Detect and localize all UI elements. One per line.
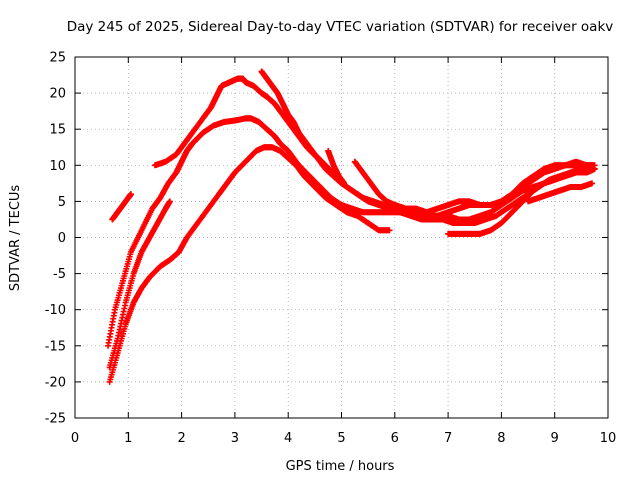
x-tick-label: 1 xyxy=(124,431,132,446)
series-trace-g xyxy=(325,147,348,187)
x-tick-label: 2 xyxy=(177,431,185,446)
data-marks xyxy=(105,68,598,385)
chart-title: Day 245 of 2025, Sidereal Day-to-day VTE… xyxy=(67,19,614,35)
x-tick-label: 8 xyxy=(497,431,505,446)
x-tick-label: 3 xyxy=(231,431,239,446)
x-axis-label: GPS time / hours xyxy=(286,459,395,474)
x-tick-label: 4 xyxy=(284,431,292,446)
x-tick-label: 7 xyxy=(444,431,452,446)
y-tick-label: -20 xyxy=(45,375,66,390)
x-tick-label: 10 xyxy=(600,431,617,446)
y-tick-label: 20 xyxy=(49,87,66,102)
series-trace-b xyxy=(106,198,173,371)
data-point xyxy=(589,180,596,187)
series-trace-j xyxy=(525,180,596,205)
y-tick-label: 15 xyxy=(49,123,66,138)
data-point xyxy=(127,191,134,198)
x-tick-label: 5 xyxy=(337,431,345,446)
series-trace-c xyxy=(109,191,134,223)
y-tick-label: 25 xyxy=(49,51,66,66)
data-point xyxy=(341,180,348,187)
x-tick-label: 6 xyxy=(391,431,399,446)
y-tick-label: -10 xyxy=(45,303,66,318)
y-tick-label: -15 xyxy=(45,339,66,354)
data-point xyxy=(551,176,558,183)
y-tick-label: -5 xyxy=(53,267,66,282)
y-tick-label: -25 xyxy=(45,412,66,427)
data-point xyxy=(386,227,393,234)
y-tick-label: 10 xyxy=(49,159,66,174)
series-trace-i xyxy=(445,176,558,237)
x-tick-labels: 0 1 2 3 4 5 6 7 8 9 10 xyxy=(71,431,616,446)
y-tick-label: 5 xyxy=(58,195,66,210)
x-tick-label: 0 xyxy=(71,431,79,446)
series-trace-f xyxy=(106,144,393,385)
x-tick-label: 9 xyxy=(551,431,559,446)
series-trace-h xyxy=(351,158,598,219)
y-axis-label: SDTVAR / TECUs xyxy=(8,185,23,292)
data-point xyxy=(591,165,598,172)
plot-frame xyxy=(74,56,609,419)
y-tick-label: 0 xyxy=(58,231,66,246)
y-tick-labels: -25 -20 -15 -10 -5 0 5 10 15 20 25 xyxy=(45,51,66,427)
data-point xyxy=(166,198,173,205)
